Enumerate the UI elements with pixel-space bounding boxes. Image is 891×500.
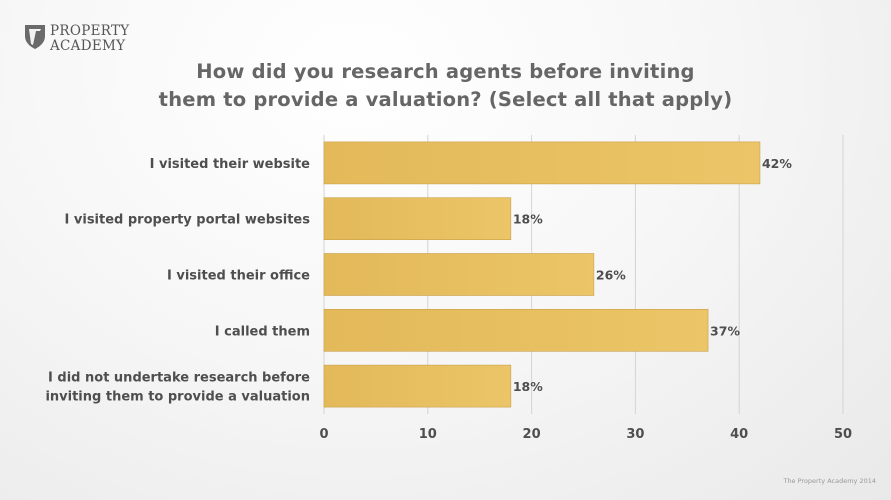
bar-value-label: 26% — [596, 268, 626, 283]
bar-value-label: 37% — [710, 323, 740, 338]
bar-value-label: 42% — [762, 156, 792, 171]
brand-logo: PROPERTY ACADEMY — [24, 24, 130, 54]
category-label: I visited their office — [167, 269, 310, 284]
x-tick-label: 20 — [523, 427, 541, 442]
chart-title-line-1: How did you research agents before invit… — [196, 60, 695, 83]
x-tick-label: 50 — [834, 427, 852, 442]
chart-title: How did you research agents before invit… — [0, 58, 891, 114]
x-tick-label: 0 — [319, 427, 328, 442]
brand-line-1: PROPERTY — [50, 23, 130, 39]
x-tick-label: 10 — [419, 427, 437, 442]
x-tick-label: 40 — [730, 427, 748, 442]
category-label: I visited property portal websites — [65, 213, 311, 228]
bar-value-label: 18% — [513, 212, 543, 227]
bar — [323, 308, 709, 352]
chart-title-line-2: them to provide a valuation? (Select all… — [158, 88, 733, 111]
bar-value-label: 18% — [513, 379, 543, 394]
bar — [323, 253, 595, 296]
bar — [323, 364, 512, 408]
footer-credit: The Property Academy 2014 — [783, 477, 876, 485]
shield-icon — [25, 25, 45, 49]
x-tick-label: 30 — [626, 427, 644, 442]
bar — [323, 197, 512, 240]
category-label: inviting them to provide a valuation — [45, 390, 310, 405]
brand-line-2: ACADEMY — [50, 38, 126, 54]
category-label: I called them — [215, 324, 310, 339]
category-label: I did not undertake research before — [48, 371, 310, 386]
bar — [323, 141, 761, 185]
category-label: I visited their website — [150, 157, 311, 172]
